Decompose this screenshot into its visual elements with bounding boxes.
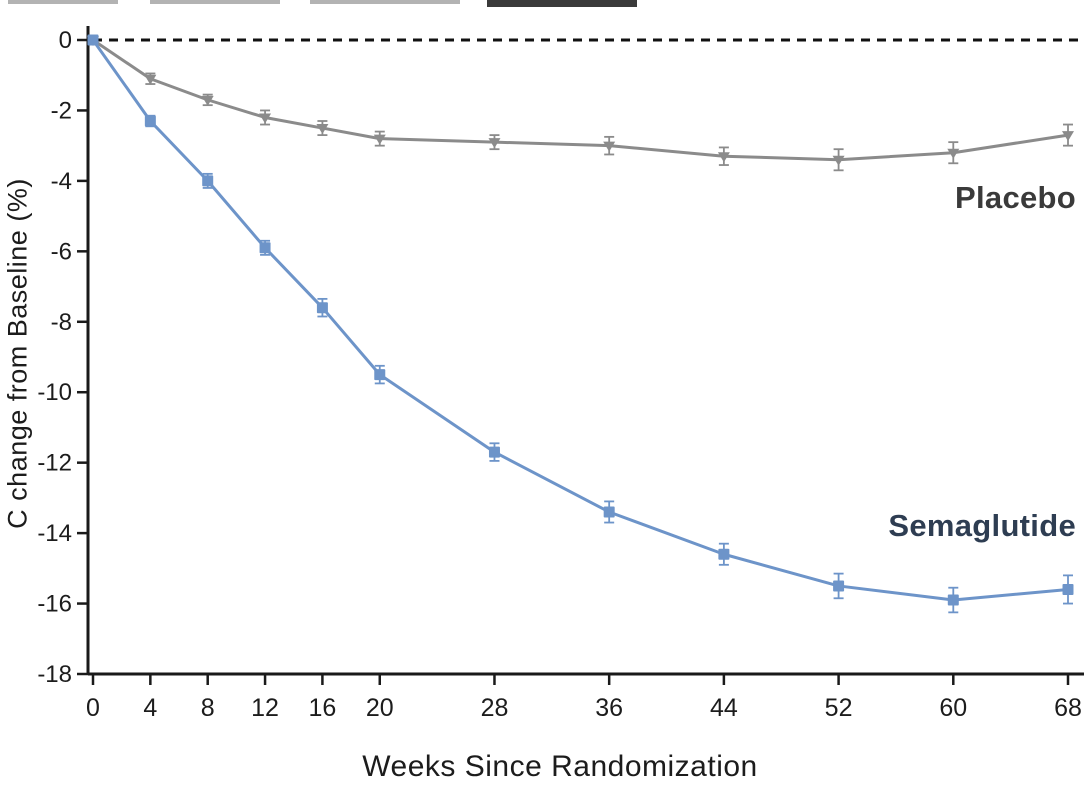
svg-text:52: 52: [825, 694, 853, 722]
svg-text:-10: -10: [37, 379, 72, 406]
cropped-text-fragment: [310, 0, 460, 4]
semaglutide-series-label: Semaglutide: [888, 508, 1076, 543]
svg-text:-16: -16: [37, 591, 72, 618]
svg-text:8: 8: [201, 694, 215, 722]
svg-text:-4: -4: [51, 168, 72, 195]
svg-text:-12: -12: [37, 450, 72, 477]
svg-text:12: 12: [251, 694, 279, 722]
svg-text:-8: -8: [51, 309, 72, 336]
cropped-text-fragment: [150, 0, 280, 4]
cropped-text-fragment: [487, 0, 637, 7]
svg-text:16: 16: [309, 694, 337, 722]
svg-text:-2: -2: [51, 97, 72, 124]
svg-text:-14: -14: [37, 520, 72, 547]
svg-text:4: 4: [143, 694, 157, 722]
svg-text:44: 44: [710, 694, 738, 722]
svg-text:-18: -18: [37, 661, 72, 688]
svg-text:28: 28: [481, 694, 509, 722]
svg-text:20: 20: [366, 694, 394, 722]
svg-text:0: 0: [86, 694, 100, 722]
svg-text:68: 68: [1054, 694, 1082, 722]
svg-text:60: 60: [939, 694, 967, 722]
svg-text:-6: -6: [51, 238, 72, 265]
svg-text:0: 0: [59, 27, 72, 54]
placebo-series-label: Placebo: [955, 180, 1076, 215]
svg-text:36: 36: [595, 694, 623, 722]
cropped-text-fragment: [8, 0, 118, 4]
x-axis-title: Weeks Since Randomization: [362, 750, 758, 783]
y-axis-title: C change from Baseline (%): [2, 178, 33, 529]
